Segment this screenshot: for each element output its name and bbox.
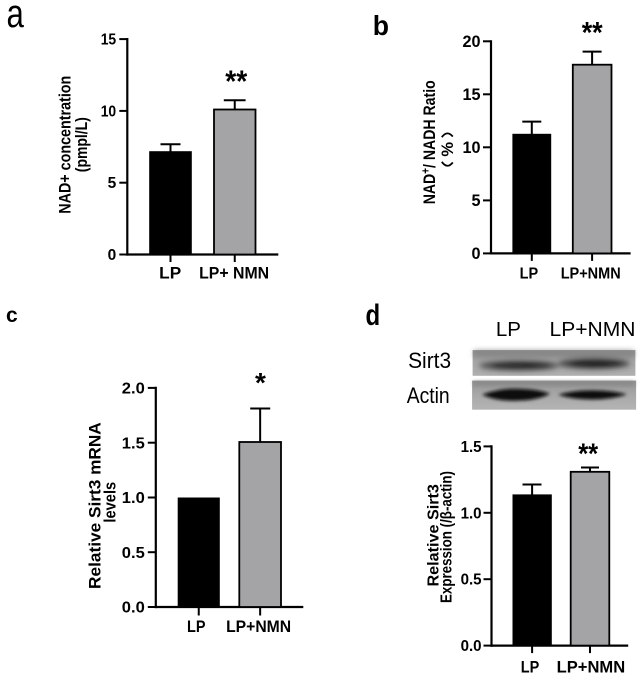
svg-text:Expression (/β-actin): Expression (/β-actin)	[439, 471, 456, 603]
svg-text:%: %	[439, 142, 457, 157]
svg-text:0.5: 0.5	[122, 545, 145, 562]
svg-text:NAD+/ NADH Ratio: NAD+/ NADH Ratio	[419, 80, 440, 204]
svg-text:LP: LP	[521, 658, 540, 676]
svg-text:LP: LP	[496, 318, 521, 341]
svg-text:**: **	[578, 438, 599, 470]
svg-text:0: 0	[108, 247, 117, 264]
svg-text:LP+NMN: LP+NMN	[561, 266, 621, 283]
svg-text:LP+NMN: LP+NMN	[557, 658, 626, 676]
svg-text:LP: LP	[520, 266, 539, 283]
svg-text:NAD+ concentration: NAD+ concentration	[56, 76, 75, 214]
svg-text:c: c	[6, 304, 18, 327]
svg-text:0.5: 0.5	[461, 572, 482, 589]
svg-text:1.0: 1.0	[461, 505, 482, 522]
svg-text:Actin: Actin	[407, 383, 450, 408]
svg-text:10: 10	[101, 103, 117, 120]
svg-text:0: 0	[471, 245, 480, 263]
svg-text:LP: LP	[187, 618, 206, 636]
svg-text:b: b	[373, 9, 389, 41]
svg-text:1.0: 1.0	[122, 490, 145, 507]
svg-text:Relative Sirt3 mRNA: Relative Sirt3 mRNA	[85, 422, 104, 589]
svg-text:LP+NMN: LP+NMN	[550, 318, 636, 341]
svg-text:LP+NMN: LP+NMN	[226, 618, 291, 636]
svg-text:1.5: 1.5	[122, 435, 145, 452]
svg-text:2.0: 2.0	[122, 381, 145, 398]
svg-text:**: **	[225, 63, 248, 98]
svg-text:(pmpl/L): (pmpl/L)	[72, 117, 91, 172]
svg-text:1.5: 1.5	[461, 439, 482, 456]
svg-text:LP+ NMN: LP+ NMN	[199, 264, 269, 283]
svg-text:Sirt3: Sirt3	[408, 348, 451, 373]
svg-text:Relative Sirt3: Relative Sirt3	[425, 484, 442, 587]
svg-text:a: a	[7, 0, 24, 36]
svg-text:**: **	[582, 16, 603, 49]
svg-text:10: 10	[462, 139, 480, 157]
svg-text:15: 15	[462, 86, 480, 104]
svg-text:*: *	[255, 367, 266, 398]
svg-text:levels: levels	[101, 482, 120, 523]
svg-text:15: 15	[101, 32, 117, 49]
svg-text:0.0: 0.0	[122, 600, 145, 617]
svg-text:d: d	[366, 297, 381, 331]
svg-text:5: 5	[471, 192, 480, 210]
svg-text:0.0: 0.0	[461, 638, 482, 655]
svg-text:20: 20	[462, 33, 480, 51]
svg-text:LP: LP	[159, 264, 181, 283]
svg-text:5: 5	[108, 175, 117, 192]
